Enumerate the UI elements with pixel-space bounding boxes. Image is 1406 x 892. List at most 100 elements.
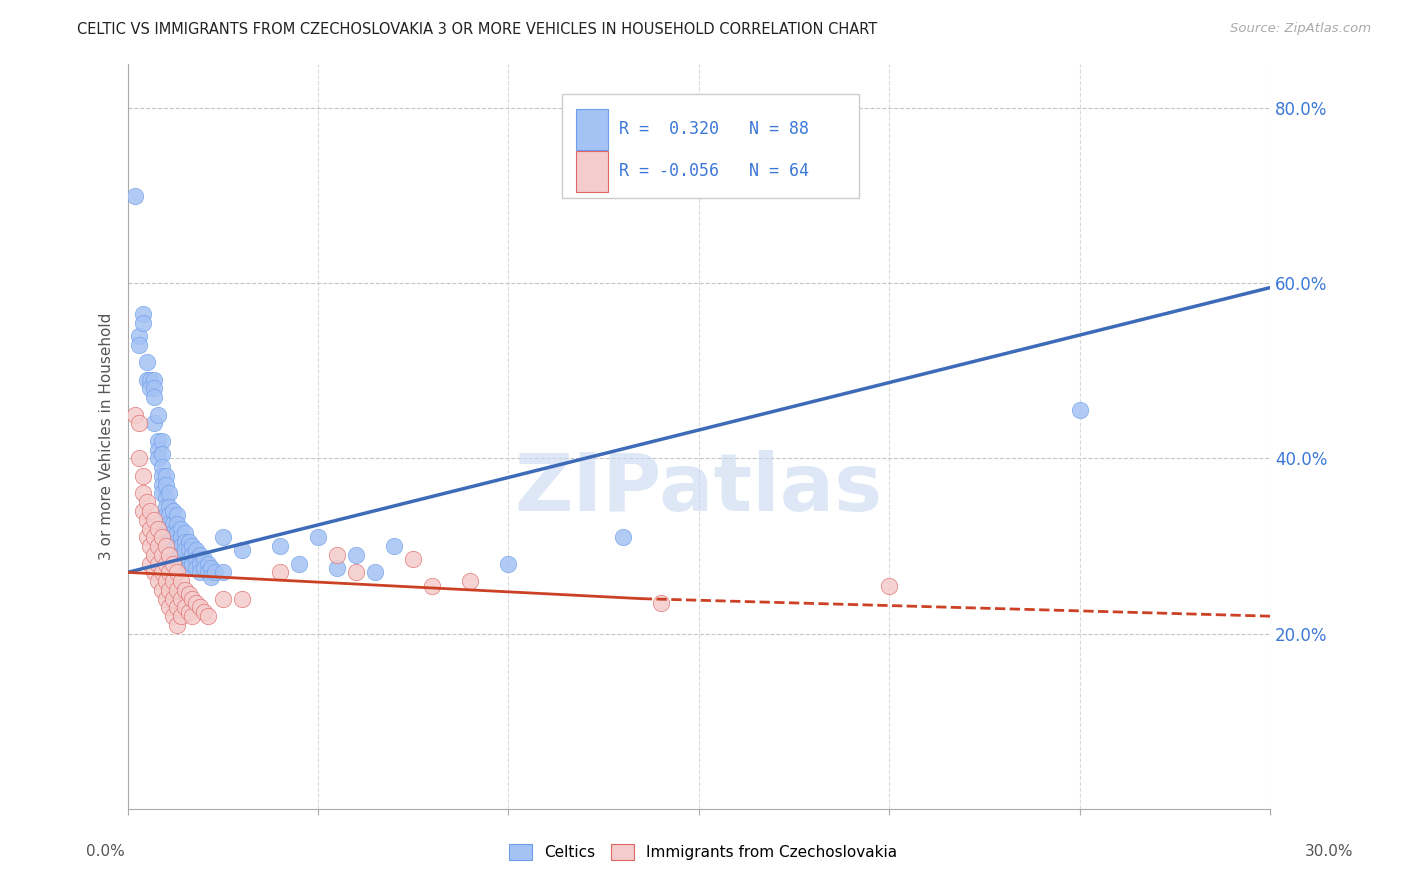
Point: [139, 522, 162, 536]
Point: [344, 566, 367, 580]
Point: [159, 525, 181, 540]
Point: [184, 543, 207, 558]
Point: [132, 469, 155, 483]
Point: [162, 543, 184, 558]
Point: [155, 574, 177, 589]
Point: [177, 534, 200, 549]
Point: [162, 574, 184, 589]
Point: [177, 543, 200, 558]
Point: [344, 548, 367, 562]
Point: [170, 609, 193, 624]
Point: [173, 543, 195, 558]
Point: [166, 525, 188, 540]
Point: [181, 539, 204, 553]
Point: [155, 491, 177, 505]
Point: [128, 417, 150, 431]
Point: [612, 530, 634, 544]
Point: [181, 591, 204, 606]
Text: 0.0%: 0.0%: [86, 845, 125, 859]
Point: [193, 552, 215, 566]
Text: 30.0%: 30.0%: [1305, 845, 1353, 859]
Point: [170, 574, 193, 589]
Point: [173, 582, 195, 597]
Point: [200, 570, 222, 584]
Point: [139, 381, 162, 395]
Point: [170, 591, 193, 606]
Point: [177, 587, 200, 601]
Text: R = -0.056   N = 64: R = -0.056 N = 64: [619, 162, 808, 180]
Point: [150, 477, 173, 491]
Point: [166, 582, 188, 597]
Point: [159, 517, 181, 532]
Point: [132, 504, 155, 518]
Point: [162, 609, 184, 624]
Point: [364, 566, 387, 580]
Point: [166, 517, 188, 532]
Point: [143, 373, 166, 387]
Point: [132, 307, 155, 321]
Point: [150, 434, 173, 448]
Point: [170, 530, 193, 544]
Point: [150, 447, 173, 461]
Bar: [575, 109, 607, 150]
Point: [188, 600, 211, 615]
Point: [143, 566, 166, 580]
Point: [193, 561, 215, 575]
Point: [146, 522, 169, 536]
Point: [143, 381, 166, 395]
Point: [146, 451, 169, 466]
Point: [173, 557, 195, 571]
Point: [1069, 403, 1091, 417]
Point: [124, 408, 146, 422]
Point: [177, 552, 200, 566]
Point: [135, 355, 157, 369]
Point: [155, 591, 177, 606]
Point: [200, 561, 222, 575]
Text: CELTIC VS IMMIGRANTS FROM CZECHOSLOVAKIA 3 OR MORE VEHICLES IN HOUSEHOLD CORRELA: CELTIC VS IMMIGRANTS FROM CZECHOSLOVAKIA…: [77, 22, 877, 37]
Point: [143, 390, 166, 404]
Point: [166, 543, 188, 558]
Point: [150, 530, 173, 544]
Point: [184, 561, 207, 575]
Point: [143, 548, 166, 562]
Point: [155, 500, 177, 514]
Point: [177, 561, 200, 575]
Point: [159, 582, 181, 597]
Point: [402, 552, 425, 566]
Point: [197, 609, 219, 624]
Point: [128, 328, 150, 343]
Point: [498, 557, 520, 571]
Point: [307, 530, 329, 544]
Point: [269, 566, 291, 580]
Point: [181, 548, 204, 562]
Point: [382, 539, 405, 553]
Point: [146, 539, 169, 553]
Point: [269, 539, 291, 553]
Point: [181, 609, 204, 624]
Point: [128, 337, 150, 351]
Point: [155, 557, 177, 571]
Point: [170, 539, 193, 553]
Point: [460, 574, 482, 589]
Point: [124, 188, 146, 202]
Point: [155, 477, 177, 491]
Point: [143, 417, 166, 431]
Bar: [575, 152, 607, 192]
Point: [155, 525, 177, 540]
Point: [139, 373, 162, 387]
Point: [162, 525, 184, 540]
Point: [159, 486, 181, 500]
Point: [197, 557, 219, 571]
Point: [162, 504, 184, 518]
Point: [143, 513, 166, 527]
Point: [132, 316, 155, 330]
Point: [162, 534, 184, 549]
Point: [150, 566, 173, 580]
Point: [181, 557, 204, 571]
Point: [166, 508, 188, 523]
Point: [166, 600, 188, 615]
Point: [159, 566, 181, 580]
Point: [326, 561, 349, 575]
Point: [135, 495, 157, 509]
Legend: Celtics, Immigrants from Czechoslovakia: Celtics, Immigrants from Czechoslovakia: [503, 838, 903, 866]
